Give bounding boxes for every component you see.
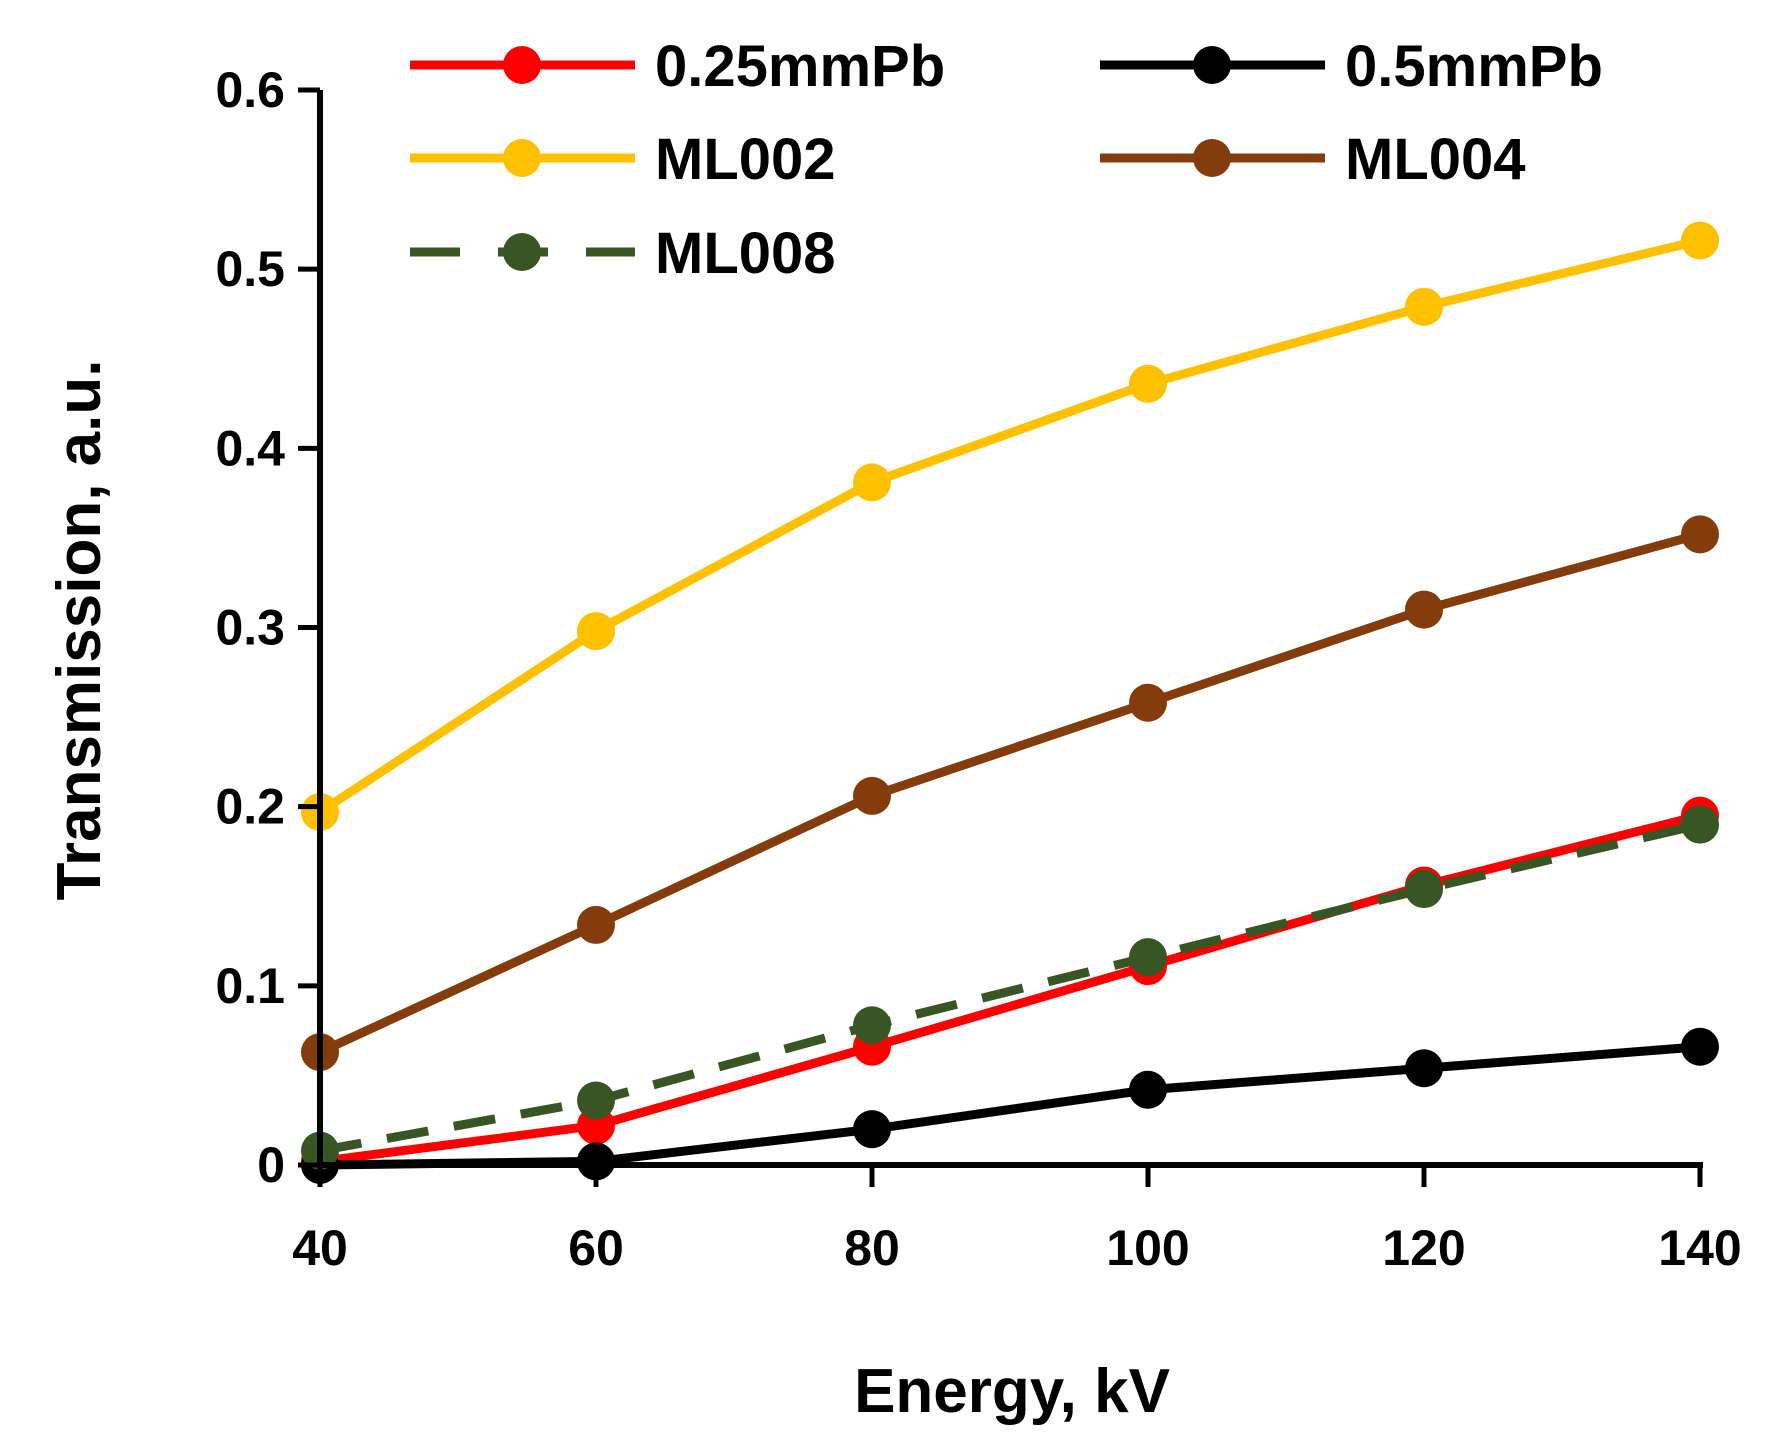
legend: 0.25mmPb 0.5mmPb ML002 ML004 ML008 xyxy=(410,34,1603,286)
legend-item-0-5mmpb: 0.5mmPb xyxy=(1100,34,1603,99)
x-tick-label: 140 xyxy=(1658,1220,1741,1276)
legend-label: 0.25mmPb xyxy=(655,34,945,99)
data-point-ml004 xyxy=(853,776,891,815)
data-point-0-5mmpb xyxy=(1681,1027,1719,1066)
y-tick-label: 0.1 xyxy=(215,958,285,1014)
series-layer xyxy=(301,221,1719,1184)
data-point-ml002 xyxy=(853,463,891,502)
x-tick-label: 40 xyxy=(292,1220,348,1276)
data-point-ml002 xyxy=(1405,287,1443,326)
series-line-ml008 xyxy=(319,820,1702,1156)
legend-swatch-marker xyxy=(1193,139,1231,177)
y-tick-label: 0.2 xyxy=(215,779,285,835)
series-line-ml002 xyxy=(317,236,1702,816)
data-point-ml004 xyxy=(577,905,615,944)
series-ml004 xyxy=(301,515,1719,1072)
data-point-ml008 xyxy=(577,1081,615,1120)
series-line-ml004 xyxy=(318,529,1702,1057)
ticks: 0 0.1 0.2 0.3 0.4 0.5 0.6 40 60 80 100 120 140 xyxy=(215,62,1741,1276)
legend-item-0-25mmpb: 0.25mmPb xyxy=(410,34,945,99)
legend-label: ML008 xyxy=(655,221,836,286)
data-point-ml008 xyxy=(1681,805,1719,844)
data-point-0-5mmpb xyxy=(1129,1070,1167,1109)
data-point-0-5mmpb xyxy=(853,1110,891,1149)
y-tick-label: 0.5 xyxy=(215,241,285,297)
legend-swatch-marker xyxy=(503,139,541,177)
legend-label: ML004 xyxy=(1345,127,1526,192)
series-ml002 xyxy=(301,221,1719,832)
legend-label: 0.5mmPb xyxy=(1345,34,1603,99)
data-point-ml004 xyxy=(1681,515,1719,554)
data-point-ml008 xyxy=(853,1006,891,1045)
x-tick-label: 80 xyxy=(844,1220,900,1276)
series-line-0-5mmpb xyxy=(319,1042,1701,1170)
y-axis-title: Transmission, a.u. xyxy=(45,360,114,901)
legend-swatch-marker xyxy=(503,233,541,271)
data-point-ml004 xyxy=(1129,683,1167,722)
x-tick-label: 60 xyxy=(568,1220,624,1276)
data-point-ml008 xyxy=(1405,870,1443,909)
y-tick-label: 0.4 xyxy=(215,420,285,476)
y-tick-label: 0.3 xyxy=(215,600,285,656)
y-tick-label: 0.6 xyxy=(215,62,285,118)
legend-label: ML002 xyxy=(655,127,836,192)
x-tick-label: 120 xyxy=(1382,1220,1465,1276)
data-point-ml002 xyxy=(1681,221,1719,260)
data-point-ml008 xyxy=(1129,938,1167,977)
data-point-0-5mmpb xyxy=(1405,1049,1443,1088)
x-axis-title: Energy, kV xyxy=(854,1357,1170,1426)
data-point-ml004 xyxy=(1405,590,1443,629)
legend-item-ml002: ML002 xyxy=(410,127,836,192)
y-tick-label: 0 xyxy=(257,1137,285,1193)
legend-swatch-marker xyxy=(503,46,541,84)
x-tick-label: 100 xyxy=(1106,1220,1189,1276)
data-point-ml002 xyxy=(577,612,615,651)
legend-swatch-marker xyxy=(1193,46,1231,84)
legend-item-ml004: ML004 xyxy=(1100,127,1526,192)
data-point-ml002 xyxy=(1129,364,1167,403)
legend-item-ml008: ML008 xyxy=(410,221,836,286)
data-point-0-5mmpb xyxy=(577,1142,615,1181)
series-0-5mmpb xyxy=(301,1027,1719,1184)
series-ml008 xyxy=(301,805,1719,1170)
